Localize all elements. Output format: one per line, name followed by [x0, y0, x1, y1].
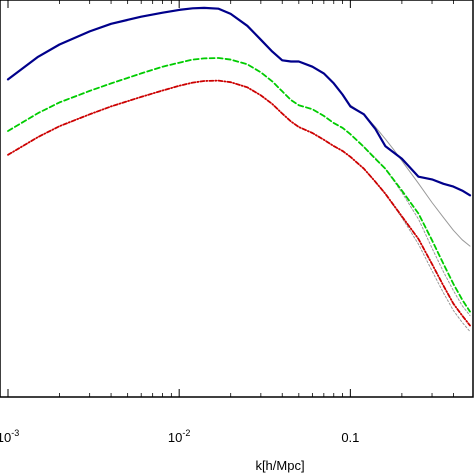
x-tick-exponent-2: -2 [182, 428, 190, 438]
x-tick-label-3: 0.1 [341, 430, 359, 445]
series-line-3 [7, 79, 471, 327]
x-axis-label: k[h/Mpc] [255, 458, 304, 473]
series-layer [6, 6, 472, 332]
plot-frame [0, 0, 474, 398]
x-tick-exponent-1: -3 [11, 428, 19, 438]
series-line-2 [7, 57, 471, 313]
series-line-1 [6, 6, 472, 197]
